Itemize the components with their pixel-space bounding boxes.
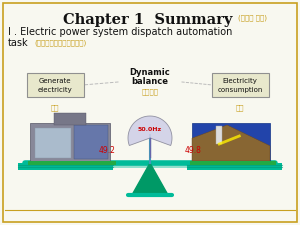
- Text: Electricity: Electricity: [223, 78, 257, 84]
- Text: Dynamic: Dynamic: [130, 68, 170, 77]
- Text: 动态平衡: 动态平衡: [142, 88, 158, 94]
- Bar: [30, 123, 110, 161]
- Polygon shape: [128, 116, 172, 146]
- Text: consumption: consumption: [217, 87, 263, 93]
- FancyBboxPatch shape: [212, 73, 268, 97]
- Text: 50.0Hz: 50.0Hz: [138, 127, 162, 132]
- Text: I . Electric power system dispatch automation: I . Electric power system dispatch autom…: [8, 27, 232, 37]
- Text: Chapter 1  Summary: Chapter 1 Summary: [63, 13, 233, 27]
- Bar: [192, 123, 270, 161]
- Text: 用电: 用电: [236, 104, 244, 111]
- Text: 发电: 发电: [51, 104, 59, 111]
- Text: (电力系统调度自动化任务): (电力系统调度自动化任务): [34, 39, 86, 46]
- Text: Generate: Generate: [39, 78, 71, 84]
- Text: balance: balance: [131, 77, 169, 86]
- Bar: [74, 125, 108, 159]
- Bar: [18, 163, 113, 170]
- Bar: [35, 128, 71, 158]
- Bar: [190, 161, 276, 165]
- Text: electricity: electricity: [38, 87, 72, 93]
- FancyBboxPatch shape: [26, 73, 83, 97]
- Polygon shape: [132, 163, 168, 195]
- Text: (第一章 概述): (第一章 概述): [238, 14, 267, 21]
- Text: 49.8: 49.8: [184, 146, 201, 155]
- Bar: [187, 163, 282, 170]
- Bar: [216, 126, 222, 144]
- Text: 49.2: 49.2: [99, 146, 116, 155]
- Bar: [54, 113, 86, 125]
- Bar: [28, 161, 116, 165]
- Text: task: task: [8, 38, 28, 48]
- Polygon shape: [192, 125, 270, 161]
